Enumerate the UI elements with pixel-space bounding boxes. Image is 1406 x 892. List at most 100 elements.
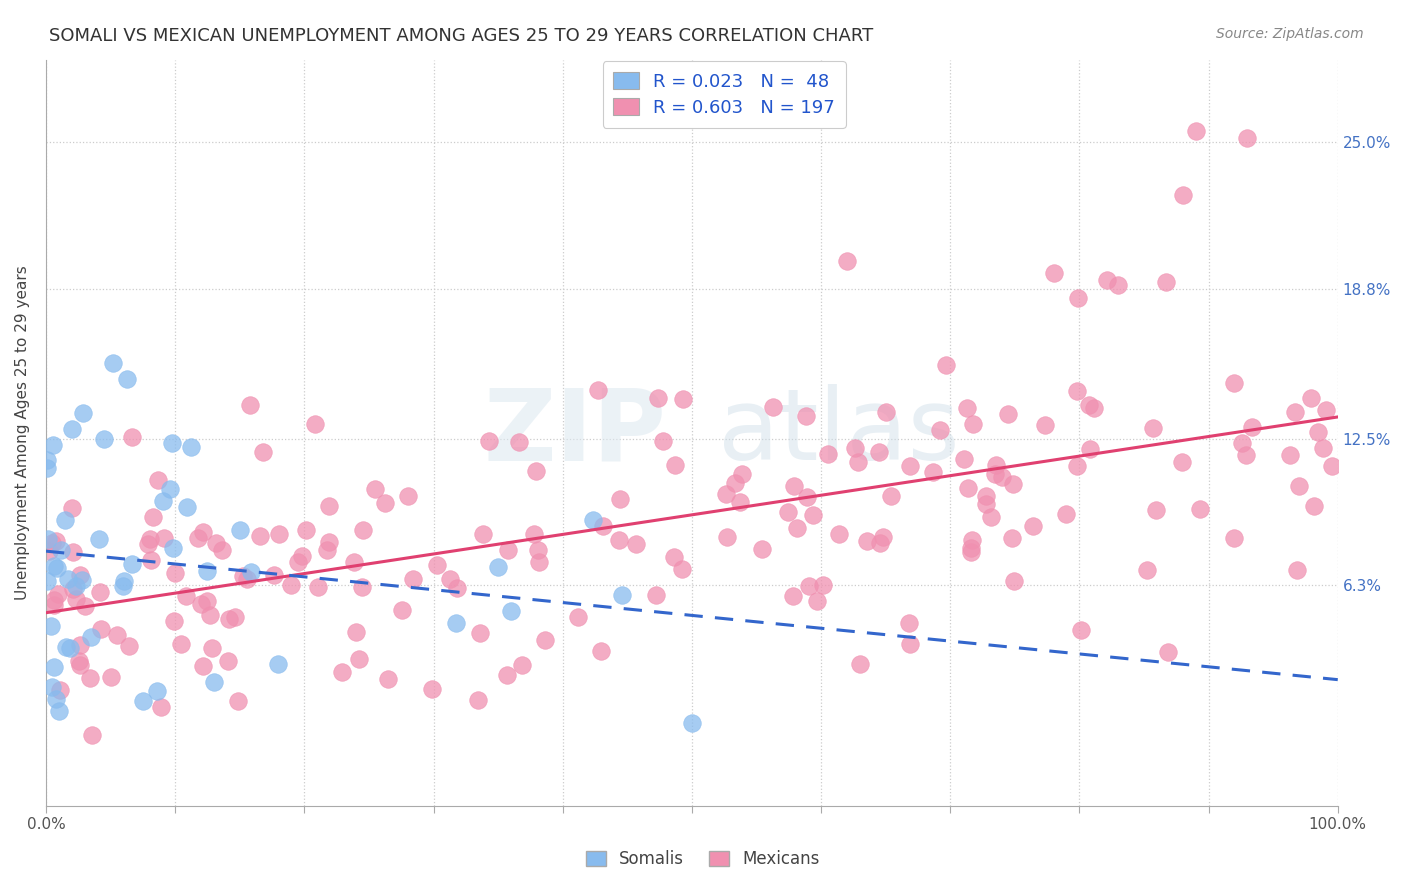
Point <box>980 509 1002 524</box>
Point <box>1288 478 1310 492</box>
Point <box>304 417 326 431</box>
Point <box>56 572 79 586</box>
Point <box>377 672 399 686</box>
Point <box>714 487 737 501</box>
Point <box>1171 455 1194 469</box>
Point <box>496 543 519 558</box>
Point <box>195 594 218 608</box>
Point <box>38 544 60 558</box>
Y-axis label: Unemployment Among Ages 25 to 29 years: Unemployment Among Ages 25 to 29 years <box>15 265 30 600</box>
Point <box>136 537 159 551</box>
Point <box>42 660 65 674</box>
Point <box>959 545 981 559</box>
Point <box>152 494 174 508</box>
Point <box>486 560 509 574</box>
Point <box>46 587 69 601</box>
Point <box>1315 403 1337 417</box>
Point <box>782 479 804 493</box>
Point <box>252 445 274 459</box>
Point <box>681 715 703 730</box>
Point <box>45 692 67 706</box>
Point <box>728 495 751 509</box>
Point <box>751 541 773 556</box>
Point <box>986 458 1008 473</box>
Point <box>962 417 984 431</box>
Point <box>364 482 387 496</box>
Point <box>60 500 83 515</box>
Point <box>1054 508 1077 522</box>
Point <box>1157 645 1180 659</box>
Point <box>724 475 747 490</box>
Point <box>1001 531 1024 545</box>
Point <box>267 657 290 671</box>
Point <box>42 598 65 612</box>
Point <box>141 552 163 566</box>
Point <box>267 527 290 541</box>
Point <box>159 482 181 496</box>
Point <box>55 513 77 527</box>
Point <box>844 441 866 455</box>
Point <box>496 668 519 682</box>
Text: ZIP: ZIP <box>484 384 666 481</box>
Point <box>997 407 1019 421</box>
Point <box>782 589 804 603</box>
Point <box>170 637 193 651</box>
Point <box>318 535 340 549</box>
Point <box>90 622 112 636</box>
Point <box>1070 623 1092 637</box>
Point <box>801 508 824 522</box>
Point <box>176 500 198 514</box>
Point <box>439 572 461 586</box>
Point <box>984 467 1007 481</box>
Point <box>1097 273 1119 287</box>
Point <box>180 440 202 454</box>
Point <box>105 628 128 642</box>
Point <box>534 632 557 647</box>
Point <box>1188 502 1211 516</box>
Point <box>1066 459 1088 474</box>
Point <box>1240 420 1263 434</box>
Point <box>316 543 339 558</box>
Point <box>89 585 111 599</box>
Point <box>731 467 754 482</box>
Point <box>62 545 84 559</box>
Point <box>79 671 101 685</box>
Point <box>37 453 59 467</box>
Point <box>856 534 879 549</box>
Point <box>69 638 91 652</box>
Point <box>59 641 82 656</box>
Point <box>211 542 233 557</box>
Point <box>1232 436 1254 450</box>
Point <box>67 654 90 668</box>
Point <box>146 473 169 487</box>
Point <box>37 574 59 588</box>
Text: Source: ZipAtlas.com: Source: ZipAtlas.com <box>1216 27 1364 41</box>
Point <box>70 574 93 588</box>
Point <box>1022 518 1045 533</box>
Point <box>420 681 443 696</box>
Point <box>1278 448 1301 462</box>
Point <box>471 526 494 541</box>
Point <box>609 491 631 506</box>
Point <box>374 496 396 510</box>
Point <box>55 640 77 655</box>
Point <box>953 451 976 466</box>
Point <box>1234 448 1257 462</box>
Point <box>162 541 184 556</box>
Point <box>65 591 87 606</box>
Point <box>869 536 891 550</box>
Point <box>1285 563 1308 577</box>
Legend: Somalis, Mexicans: Somalis, Mexicans <box>579 844 827 875</box>
Point <box>796 490 818 504</box>
Point <box>671 561 693 575</box>
Point <box>523 526 546 541</box>
Point <box>307 580 329 594</box>
Point <box>41 536 63 550</box>
Legend: R = 0.023   N =  48, R = 0.603   N = 197: R = 0.023 N = 48, R = 0.603 N = 197 <box>603 62 846 128</box>
Text: SOMALI VS MEXICAN UNEMPLOYMENT AMONG AGES 25 TO 29 YEARS CORRELATION CHART: SOMALI VS MEXICAN UNEMPLOYMENT AMONG AGE… <box>49 27 873 45</box>
Point <box>567 609 589 624</box>
Point <box>817 447 839 461</box>
Point <box>80 727 103 741</box>
Point <box>37 460 59 475</box>
Point <box>343 556 366 570</box>
